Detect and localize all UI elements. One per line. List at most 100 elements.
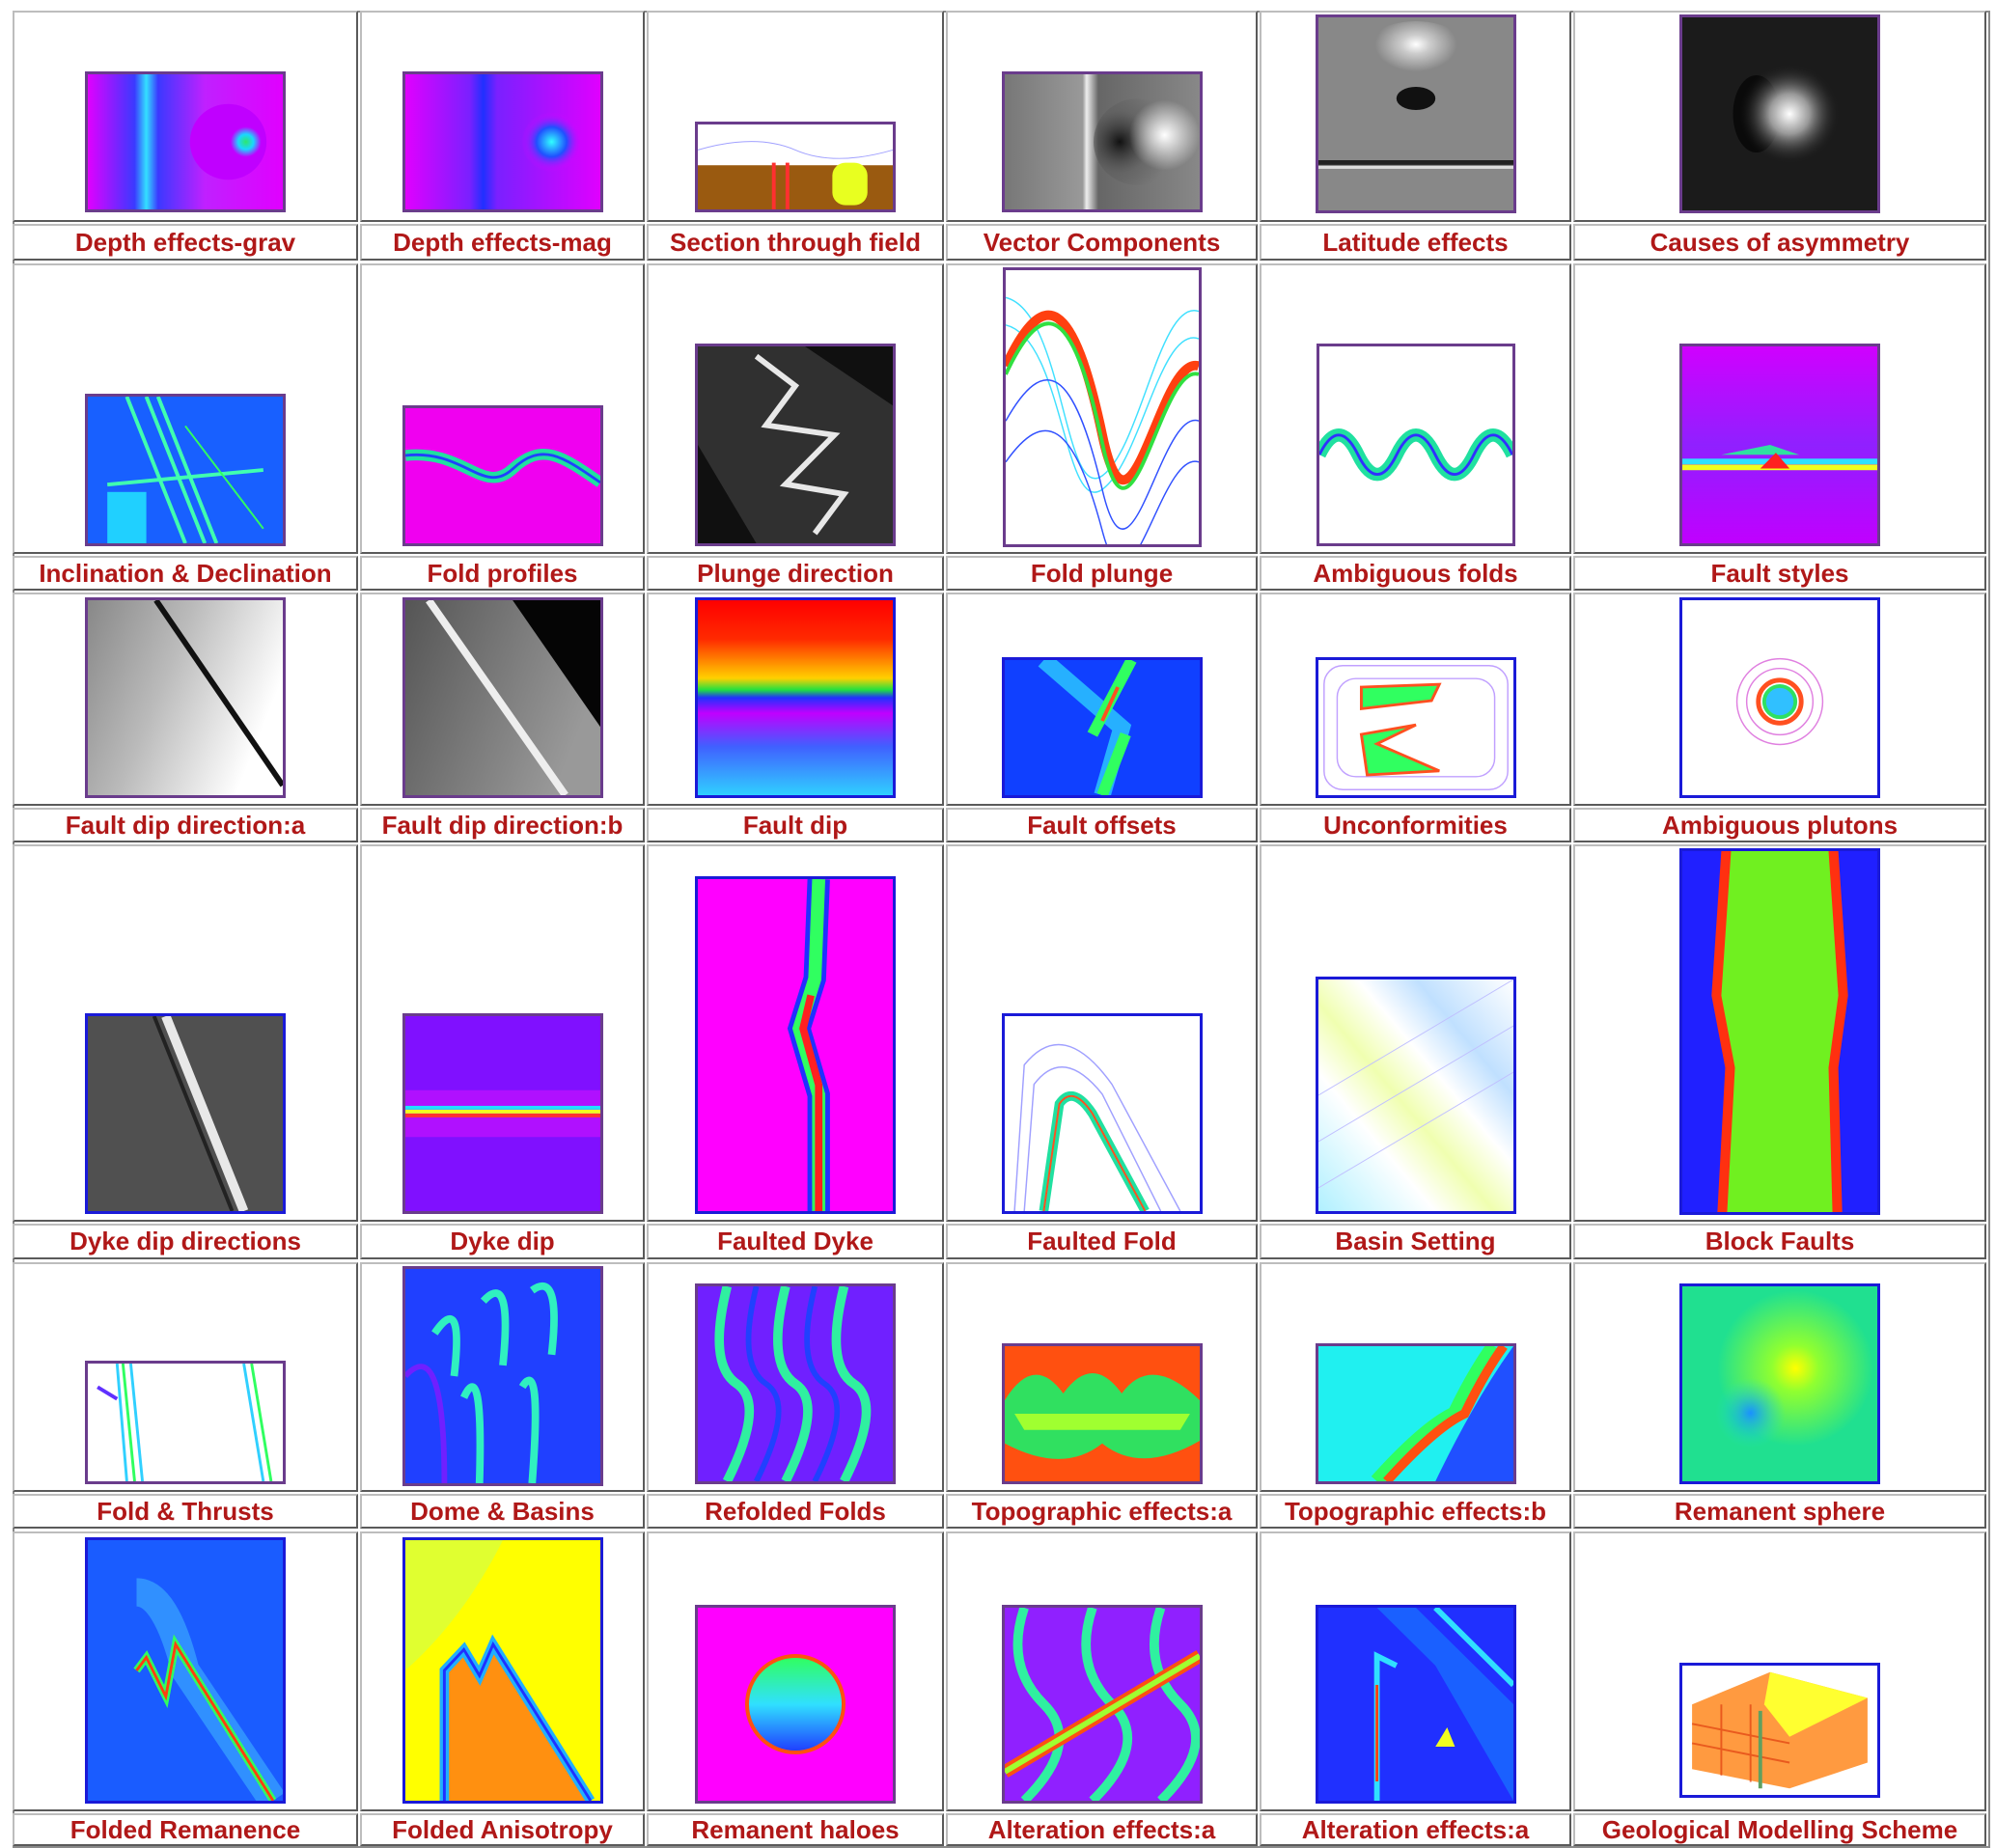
fault-dip-link[interactable]: Fault dip [647, 808, 944, 842]
vector-components-link[interactable]: Vector Components [946, 224, 1258, 261]
plunge-direction-link[interactable]: Plunge direction [647, 556, 944, 591]
geological-modelling-scheme-thumbnail[interactable] [1679, 1663, 1880, 1798]
folded-anisotropy-thumbnail[interactable] [402, 1537, 603, 1804]
fault-dip-direction-a-thumbnail[interactable] [85, 597, 286, 798]
causes-of-asymmetry-link[interactable]: Causes of asymmetry [1573, 224, 1986, 261]
unconformities-link[interactable]: Unconformities [1260, 808, 1571, 842]
basin-setting-link[interactable]: Basin Setting [1260, 1224, 1571, 1259]
faulted-dyke-link[interactable]: Faulted Dyke [647, 1224, 944, 1259]
dome-basins-thumbnail[interactable] [402, 1266, 603, 1486]
fold-thrusts-link[interactable]: Fold & Thrusts [13, 1494, 358, 1529]
thumbnail-cell-fault-offsets [946, 593, 1258, 806]
causes-of-asymmetry-thumbnail[interactable] [1679, 14, 1880, 213]
latitude-effects-link[interactable]: Latitude effects [1260, 224, 1571, 261]
fault-offsets-link[interactable]: Fault offsets [946, 808, 1258, 842]
thumbnail-cell-dyke-dip-directions [13, 844, 358, 1222]
faulted-dyke-thumbnail[interactable] [695, 876, 896, 1214]
fault-styles-link[interactable]: Fault styles [1573, 556, 1986, 591]
alteration-effects-a-2-link[interactable]: Alteration effects:a [1260, 1813, 1571, 1846]
thumbnail-cell-folded-remanence [13, 1531, 358, 1811]
plunge-direction-thumbnail[interactable] [695, 344, 896, 546]
ambiguous-folds-thumbnail[interactable] [1317, 344, 1515, 546]
dyke-dip-directions-link[interactable]: Dyke dip directions [13, 1224, 358, 1259]
thumbnail-cell-fault-styles [1573, 263, 1986, 554]
fold-profiles-thumbnail[interactable] [402, 405, 603, 546]
vector-components-thumbnail[interactable] [1002, 71, 1203, 212]
inclination-declination-link[interactable]: Inclination & Declination [13, 556, 358, 591]
faulted-fold-link[interactable]: Faulted Fold [946, 1224, 1258, 1259]
block-faults-thumbnail[interactable] [1679, 848, 1880, 1215]
thumbnail-cell-fault-dip [647, 593, 944, 806]
topographic-effects-b-thumbnail[interactable] [1316, 1343, 1516, 1484]
topographic-effects-a-thumbnail[interactable] [1002, 1343, 1203, 1484]
ambiguous-folds-link[interactable]: Ambiguous folds [1260, 556, 1571, 591]
depth-effects-mag-link[interactable]: Depth effects-mag [360, 224, 645, 261]
thumbnail-cell-causes-of-asymmetry [1573, 11, 1986, 222]
depth-effects-grav-thumbnail[interactable] [85, 71, 286, 212]
dyke-dip-directions-thumbnail[interactable] [85, 1013, 286, 1214]
fold-thrusts-thumbnail[interactable] [85, 1361, 286, 1484]
alteration-effects-a-1-thumbnail[interactable] [1002, 1605, 1203, 1804]
thumbnail-cell-ambiguous-folds [1260, 263, 1571, 554]
thumbnail-cell-fold-thrusts [13, 1262, 358, 1492]
ambiguous-plutons-thumbnail[interactable] [1679, 597, 1880, 798]
dyke-dip-link[interactable]: Dyke dip [360, 1224, 645, 1259]
thumbnail-cell-unconformities [1260, 593, 1571, 806]
fault-offsets-thumbnail[interactable] [1002, 657, 1203, 798]
block-faults-link[interactable]: Block Faults [1573, 1224, 1986, 1259]
folded-remanence-link[interactable]: Folded Remanence [13, 1813, 358, 1846]
thumbnail-cell-plunge-direction [647, 263, 944, 554]
thumbnail-cell-fold-plunge [946, 263, 1258, 554]
basin-setting-thumbnail[interactable] [1316, 977, 1516, 1214]
thumbnail-cell-fault-dip-direction-b [360, 593, 645, 806]
thumbnail-cell-section-through-field [647, 11, 944, 222]
thumbnail-cell-geological-modelling-scheme [1573, 1531, 1986, 1811]
thumbnail-cell-depth-effects-mag [360, 11, 645, 222]
alteration-effects-a-2-thumbnail[interactable] [1316, 1605, 1516, 1804]
dome-basins-link[interactable]: Dome & Basins [360, 1494, 645, 1529]
remanent-haloes-thumbnail[interactable] [695, 1605, 896, 1804]
remanent-sphere-link[interactable]: Remanent sphere [1573, 1494, 1986, 1529]
latitude-effects-thumbnail[interactable] [1316, 14, 1516, 213]
thumbnail-cell-depth-effects-grav [13, 11, 358, 222]
unconformities-thumbnail[interactable] [1316, 657, 1516, 798]
depth-effects-mag-thumbnail[interactable] [402, 71, 603, 212]
faulted-fold-thumbnail[interactable] [1002, 1013, 1203, 1214]
fold-plunge-link[interactable]: Fold plunge [946, 556, 1258, 591]
fault-dip-direction-b-link[interactable]: Fault dip direction:b [360, 808, 645, 842]
fault-dip-thumbnail[interactable] [695, 597, 896, 798]
fault-styles-thumbnail[interactable] [1679, 344, 1880, 546]
remanent-sphere-thumbnail[interactable] [1679, 1283, 1880, 1484]
depth-effects-grav-link[interactable]: Depth effects-grav [13, 224, 358, 261]
geological-modelling-scheme-link[interactable]: Geological Modelling Scheme [1573, 1813, 1986, 1846]
folded-anisotropy-link[interactable]: Folded Anisotropy [360, 1813, 645, 1846]
topographic-effects-b-link[interactable]: Topographic effects:b [1260, 1494, 1571, 1529]
refolded-folds-thumbnail[interactable] [695, 1283, 896, 1484]
fold-plunge-thumbnail[interactable] [1003, 267, 1202, 547]
section-through-field-thumbnail[interactable] [695, 122, 896, 212]
ambiguous-plutons-link[interactable]: Ambiguous plutons [1573, 808, 1986, 842]
fault-dip-direction-b-thumbnail[interactable] [402, 597, 603, 798]
dyke-dip-thumbnail[interactable] [402, 1013, 603, 1214]
alteration-effects-a-1-link[interactable]: Alteration effects:a [946, 1813, 1258, 1846]
thumbnail-cell-alteration-effects-a-2 [1260, 1531, 1571, 1811]
folded-remanence-thumbnail[interactable] [85, 1537, 286, 1804]
thumbnail-cell-topographic-effects-b [1260, 1262, 1571, 1492]
thumbnail-cell-faulted-fold [946, 844, 1258, 1222]
refolded-folds-link[interactable]: Refolded Folds [647, 1494, 944, 1529]
section-through-field-link[interactable]: Section through field [647, 224, 944, 261]
thumbnail-cell-refolded-folds [647, 1262, 944, 1492]
remanent-haloes-link[interactable]: Remanent haloes [647, 1813, 944, 1846]
thumbnail-cell-faulted-dyke [647, 844, 944, 1222]
topographic-effects-a-link[interactable]: Topographic effects:a [946, 1494, 1258, 1529]
thumbnail-cell-topographic-effects-a [946, 1262, 1258, 1492]
thumbnail-cell-dome-basins [360, 1262, 645, 1492]
fold-profiles-link[interactable]: Fold profiles [360, 556, 645, 591]
thumbnail-cell-fold-profiles [360, 263, 645, 554]
thumbnail-cell-remanent-sphere [1573, 1262, 1986, 1492]
thumbnail-cell-folded-anisotropy [360, 1531, 645, 1811]
thumbnail-cell-inclination-declination [13, 263, 358, 554]
thumbnail-cell-dyke-dip [360, 844, 645, 1222]
fault-dip-direction-a-link[interactable]: Fault dip direction:a [13, 808, 358, 842]
inclination-declination-thumbnail[interactable] [85, 394, 286, 546]
